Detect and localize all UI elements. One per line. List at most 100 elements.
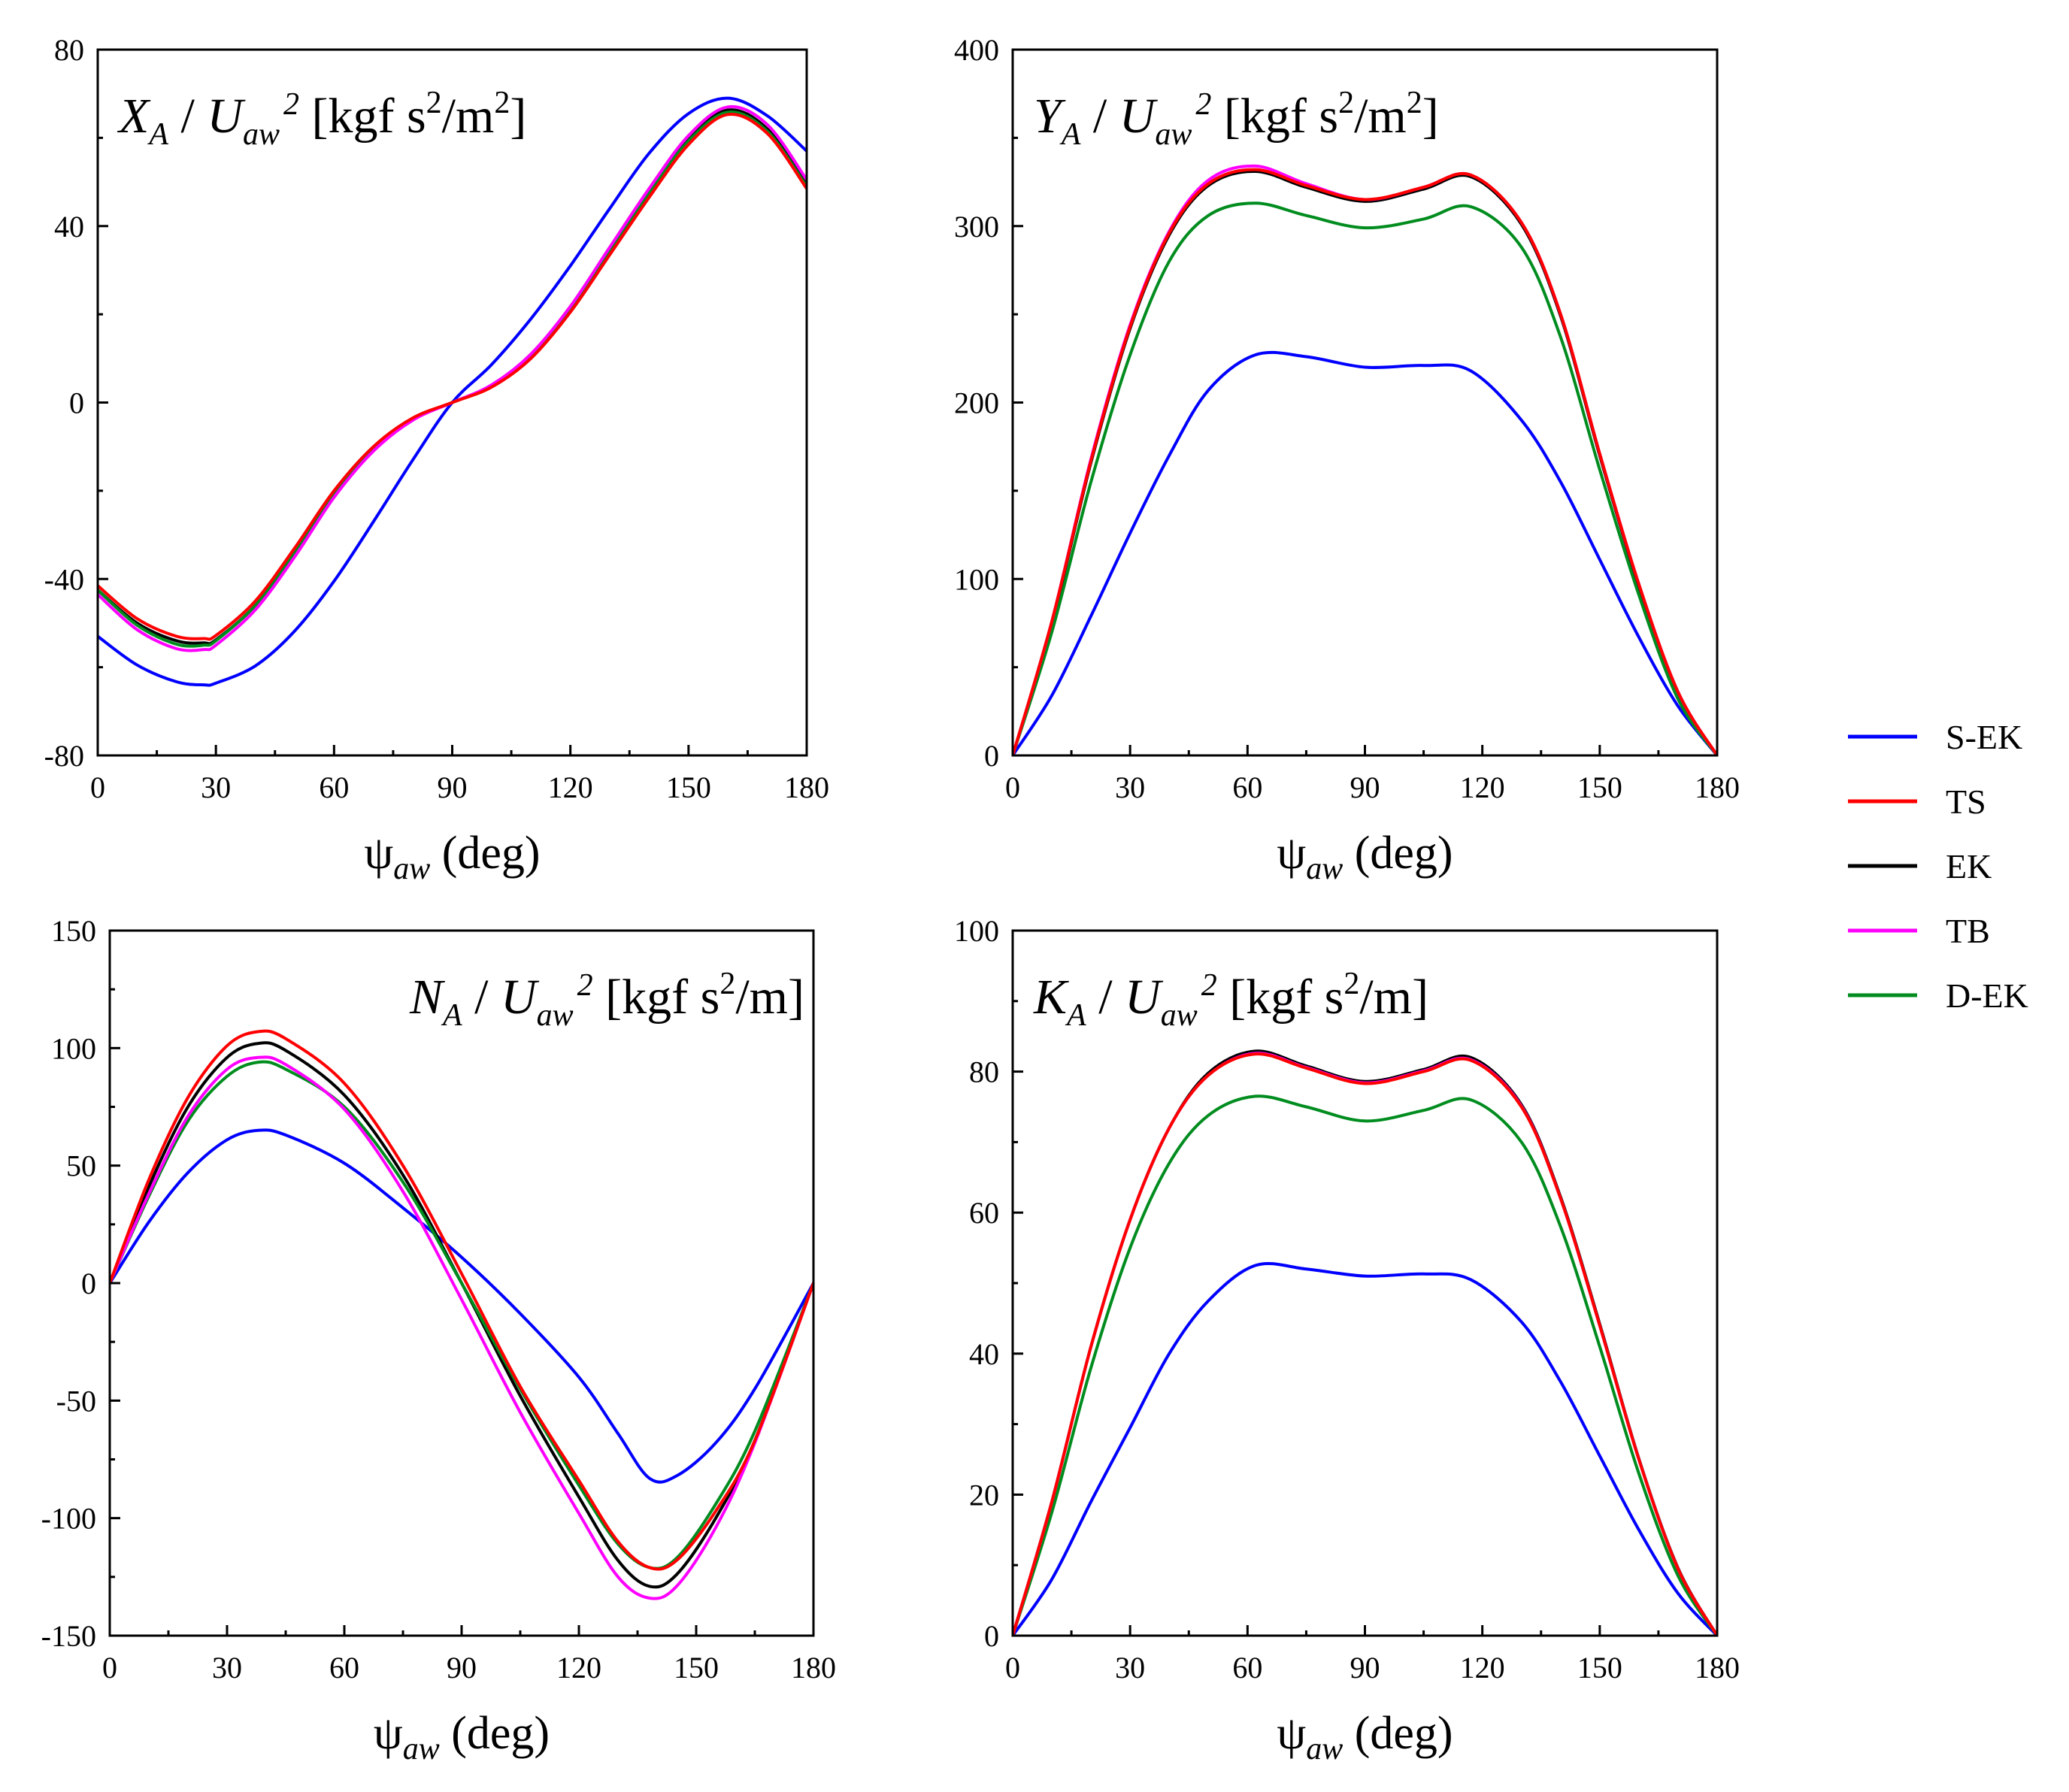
x-tick-label: 90 [447,1651,477,1685]
legend-item-ts: TS [1848,782,1986,821]
series-line-tb [1013,164,1717,755]
legend-label: EK [1946,847,1992,885]
legend-item-tb: TB [1848,912,1990,950]
x-tick-label: 0 [1005,1651,1020,1685]
legend-item-s-ek: S-EK [1848,718,2022,756]
legend-item-d-ek: D-EK [1848,976,2028,1015]
y-tick-label: 400 [954,33,999,67]
legend-label: TS [1946,782,1986,821]
series-line-ek [1013,169,1717,755]
x-tick-label: 30 [212,1651,242,1685]
legend-label: TB [1946,912,1990,950]
x-axis-label: ψaw (deg) [374,1708,550,1766]
x-tick-label: 120 [1460,1651,1505,1685]
panel-title: NA / Uaw 2 [kgf s2/m] [409,967,804,1033]
x-tick-label: 150 [1577,770,1622,804]
y-tick-label: -150 [41,1619,96,1653]
series-line-d-ek [98,110,807,648]
y-tick-label: 0 [984,1619,999,1653]
series-line-tb [1013,1052,1717,1636]
x-tick-label: 60 [319,770,349,804]
y-tick-label: 200 [954,386,999,420]
legend-label: D-EK [1946,976,2028,1015]
series-line-ek [110,1041,813,1589]
series-line-s-ek [1013,1262,1717,1636]
panel-4: 0 30 60 90 120 150 180 0 20 40 60 80 100 ψaw (deg) KA … [954,914,1740,1766]
x-tick-label: 0 [1005,770,1020,804]
x-tick-label: 150 [674,1651,719,1685]
y-tick-label: 0 [984,739,999,773]
series-line-s-ek [1013,350,1717,755]
y-tick-label: 40 [54,210,84,244]
x-tick-label: 180 [1695,770,1740,804]
y-tick-label: -40 [44,562,84,596]
y-tick-label: 100 [954,562,999,596]
x-tick-label: 60 [329,1651,359,1685]
x-tick-label: 0 [90,770,105,804]
panel-title: KA / Uaw 2 [kgf s2/m] [1033,967,1428,1033]
x-axis-label: ψaw (deg) [364,828,540,886]
panel-1: 0 30 60 90 120 150 180 -80 -40 0 40 80 ψaw (deg) XA /… [44,33,829,886]
series-line-ts [1013,1052,1717,1636]
series-line-tb [110,1055,813,1600]
x-tick-label: 180 [1695,1651,1740,1685]
panel-title: XA / Uaw 2 [kgf s2/m2] [117,86,526,152]
series-line-s-ek [98,96,807,687]
panel-2: 0 30 60 90 120 150 180 0 100 200 300 400 ψaw (deg) YA… [954,33,1740,886]
series-line-ek [98,108,807,646]
y-tick-label: 40 [969,1337,999,1371]
x-tick-label: 0 [102,1651,117,1685]
y-tick-label: -100 [41,1502,96,1536]
series-line-ts [98,112,807,641]
y-tick-label: 100 [51,1031,96,1065]
y-tick-label: 150 [51,914,96,948]
x-tick-label: 180 [784,770,829,804]
legend-item-ek: EK [1848,847,1992,885]
series-line-d-ek [1013,201,1717,755]
x-tick-label: 180 [791,1651,836,1685]
y-tick-label: 100 [954,914,999,948]
series-line-ts [110,1029,813,1571]
x-tick-label: 120 [556,1651,601,1685]
plot-area [98,96,807,687]
x-tick-label: 150 [666,770,711,804]
x-tick-label: 60 [1232,1651,1262,1685]
plot-area [110,1029,813,1600]
y-tick-label: 50 [66,1149,96,1183]
x-tick-label: 90 [438,770,468,804]
axes-frame [1011,48,1719,757]
legend: S-EK TS EK TB D-EK [1848,718,2028,1015]
x-tick-label: 120 [1460,770,1505,804]
y-tick-label: 20 [969,1478,999,1512]
x-tick-label: 150 [1577,1651,1622,1685]
series-line-ek [1013,1049,1717,1636]
panel-3: 0 30 60 90 120 150 180 -150 -100 -50 0 50 100 150 ψaw … [41,914,836,1766]
x-axis-label: ψaw (deg) [1277,828,1453,886]
x-tick-label: 60 [1232,770,1262,804]
panel-title: YA / Uaw 2 [kgf s2/m2] [1034,86,1439,152]
series-line-s-ek [110,1128,813,1484]
x-tick-label: 30 [1115,770,1145,804]
x-tick-label: 30 [201,770,231,804]
y-tick-label: 300 [954,210,999,244]
y-tick-label: -50 [56,1384,96,1418]
series-line-d-ek [110,1060,813,1570]
series-line-d-ek [1013,1094,1717,1636]
y-tick-label: -80 [44,739,84,773]
y-tick-label: 0 [69,386,84,420]
x-tick-label: 120 [548,770,593,804]
x-axis-label: ψaw (deg) [1277,1708,1453,1766]
legend-label: S-EK [1946,718,2022,756]
x-tick-label: 30 [1115,1651,1145,1685]
y-tick-label: 80 [54,33,84,67]
y-tick-label: 80 [969,1055,999,1089]
x-tick-label: 90 [1350,1651,1380,1685]
series-line-ts [1013,168,1717,755]
y-tick-label: 0 [81,1267,96,1300]
plot-area [1013,1049,1717,1636]
plot-area [1013,164,1717,755]
series-line-tb [98,104,807,652]
x-tick-label: 90 [1350,770,1380,804]
y-tick-label: 60 [969,1196,999,1230]
